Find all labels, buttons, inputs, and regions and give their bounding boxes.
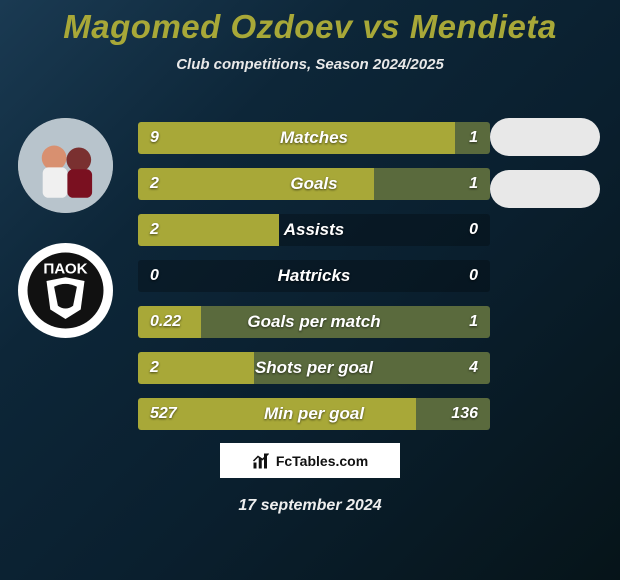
- stat-value-left: 2: [150, 352, 159, 384]
- team-logo-placeholder: [490, 170, 600, 208]
- stat-label: Hattricks: [138, 260, 490, 292]
- page-title: Magomed Ozdoev vs Mendieta: [0, 0, 620, 46]
- team-logo-placeholder: [490, 118, 600, 156]
- stat-row: Min per goal527 136: [138, 398, 490, 430]
- brand-text: FcTables.com: [276, 453, 368, 469]
- stat-value-right: 4: [469, 352, 478, 384]
- stat-value-right: 1: [469, 168, 478, 200]
- svg-text:ΠΑΟΚ: ΠΑΟΚ: [43, 260, 87, 277]
- stat-label: Matches: [138, 122, 490, 154]
- stat-value-left: 527: [150, 398, 177, 430]
- stat-value-right: 136: [451, 398, 478, 430]
- paok-badge-icon: ΠΑΟΚ: [18, 243, 113, 338]
- stat-label: Goals: [138, 168, 490, 200]
- stat-value-left: 0.22: [150, 306, 181, 338]
- subtitle: Club competitions, Season 2024/2025: [0, 56, 620, 73]
- footer-date: 17 september 2024: [0, 497, 620, 515]
- stats-list: Matches91Goals21Assists20Hattricks00Goal…: [138, 122, 490, 430]
- stat-row: Goals per match0.22 1: [138, 306, 490, 338]
- chart-icon: [252, 452, 270, 470]
- stat-label: Goals per match: [138, 306, 490, 338]
- stat-value-left: 2: [150, 214, 159, 246]
- left-player-badges: ΠΑΟΚ: [10, 118, 120, 338]
- stat-label: Min per goal: [138, 398, 490, 430]
- stat-row: Goals2 1: [138, 168, 490, 200]
- stat-row: Assists2 0: [138, 214, 490, 246]
- player-photo: [18, 118, 113, 213]
- right-player-badges: [490, 118, 600, 208]
- stat-value-right: 1: [469, 306, 478, 338]
- stat-row: Matches9 1: [138, 122, 490, 154]
- stat-value-left: 9: [150, 122, 159, 154]
- stat-value-right: 1: [469, 122, 478, 154]
- stat-row: Hattricks0 0: [138, 260, 490, 292]
- stat-value-left: 2: [150, 168, 159, 200]
- brand-badge: FcTables.com: [220, 443, 400, 478]
- stat-label: Assists: [138, 214, 490, 246]
- stat-label: Shots per goal: [138, 352, 490, 384]
- stat-value-right: 0: [469, 214, 478, 246]
- stat-value-right: 0: [469, 260, 478, 292]
- stat-value-left: 0: [150, 260, 159, 292]
- player-photo-placeholder-icon: [18, 118, 113, 213]
- club-badge: ΠΑΟΚ: [18, 243, 113, 338]
- stat-row: Shots per goal2 4: [138, 352, 490, 384]
